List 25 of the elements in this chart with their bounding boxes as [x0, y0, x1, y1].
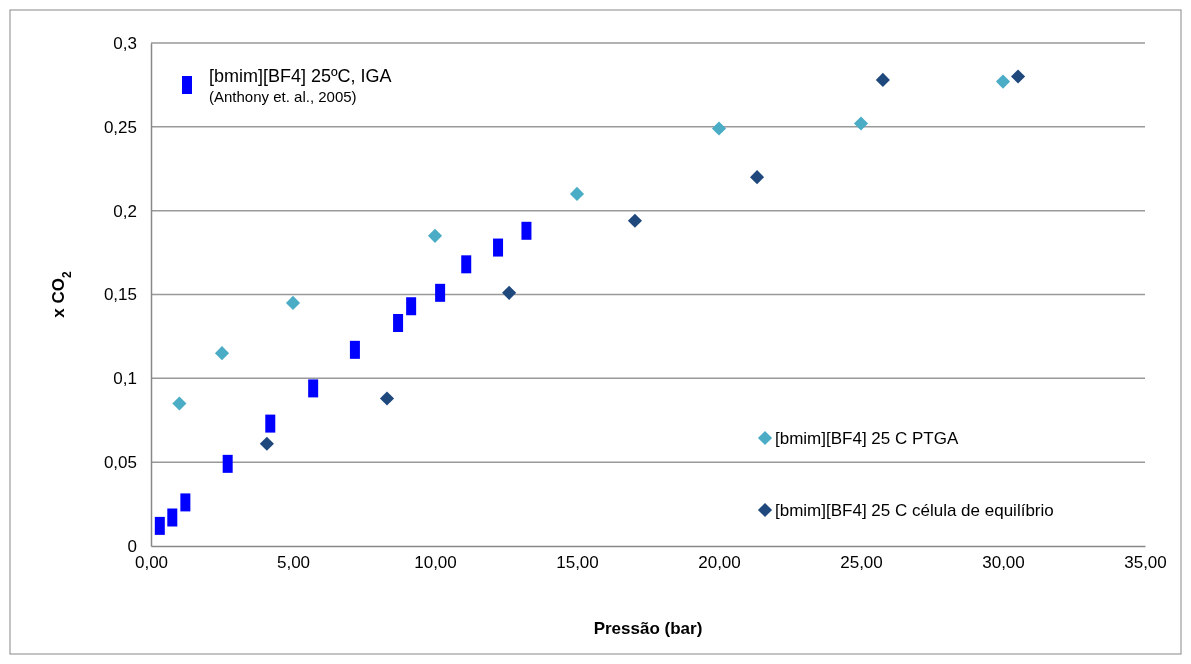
legend-label: [bmim][BF4] 25ºC, IGA — [209, 66, 392, 86]
point — [259, 436, 274, 451]
annotation: (Anthony et. al., 2005) — [209, 88, 357, 105]
y-tick-label: 0,15 — [103, 285, 137, 305]
y-tick-label: 0,2 — [113, 201, 137, 221]
x-tick-label: 25,00 — [840, 553, 883, 573]
x-tick-label: 10,00 — [414, 553, 457, 573]
x-tick-label: 0,00 — [134, 553, 169, 573]
x-tick-label: 35,00 — [1124, 553, 1167, 573]
point — [1010, 69, 1026, 84]
point — [502, 285, 517, 300]
x-tick-label: 20,00 — [698, 553, 741, 573]
y-tick-label: 0,3 — [113, 33, 137, 53]
x-tick-label: 5,00 — [276, 553, 311, 573]
x-axis-title: Pressão (bar) — [593, 619, 703, 638]
point — [875, 72, 890, 87]
x-tick-label: 15,00 — [556, 553, 599, 573]
legend-label: [bmim][BF4] 25 C célula de equilíbrio — [775, 501, 1054, 520]
y-tick-label: 0,05 — [103, 453, 137, 473]
y-tick-label: 0,25 — [103, 117, 137, 137]
point — [995, 74, 1011, 89]
y-tick-label: 0 — [127, 536, 137, 556]
y-tick-label: 0,1 — [113, 369, 137, 389]
x-tick-label: 30,00 — [982, 553, 1025, 573]
legend-label: [bmim][BF4] 25 C PTGA — [775, 429, 959, 448]
